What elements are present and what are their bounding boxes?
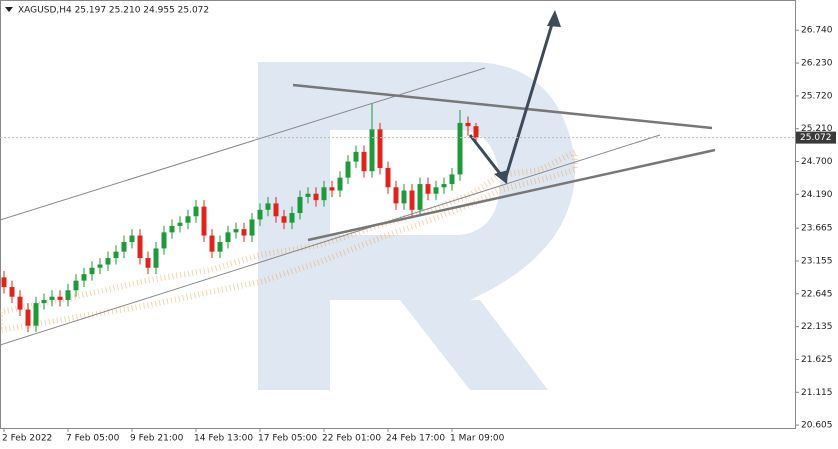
candle-body <box>465 122 471 127</box>
y-tick-label: 25.720 <box>801 91 833 101</box>
x-tick-label: 2 Feb 2022 <box>2 434 52 444</box>
candle-body <box>129 235 135 242</box>
candle-body <box>257 209 263 220</box>
channel-lower <box>0 134 661 346</box>
y-tick-label: 22.645 <box>801 289 833 299</box>
y-tick-label: 22.135 <box>801 322 833 332</box>
x-tick-label: 17 Feb 05:00 <box>258 434 317 444</box>
x-tick-label: 24 Feb 17:00 <box>386 434 445 444</box>
chart-title: XAGUSD,H4 25.197 25.210 24.955 25.072 <box>18 6 209 16</box>
candle-body <box>201 206 207 236</box>
candle-body <box>385 167 391 188</box>
y-tick-label: 21.115 <box>801 388 833 398</box>
candle-body <box>81 274 87 281</box>
candle-body <box>473 126 479 138</box>
candle-body <box>289 213 295 223</box>
candle-body <box>65 290 71 300</box>
x-tick-label: 22 Feb 01:00 <box>322 434 381 444</box>
candle-body <box>401 190 407 204</box>
y-tick-label: 24.190 <box>801 190 833 200</box>
candle-body <box>313 193 319 201</box>
y-tick-label: 23.155 <box>801 256 833 266</box>
candle-body <box>121 241 127 252</box>
y-tick-label: 20.605 <box>801 421 833 431</box>
candle-body <box>449 174 455 185</box>
arrow-head <box>494 170 508 184</box>
candle-body <box>169 225 175 233</box>
candle-body <box>361 151 367 172</box>
candle-body <box>425 184 431 194</box>
watermark-logo <box>258 62 576 390</box>
candle-body <box>417 184 423 210</box>
candle-body <box>217 241 223 252</box>
menu-icon <box>5 7 13 12</box>
candle-body <box>369 129 375 172</box>
candle-body <box>241 229 247 236</box>
candle-body <box>193 206 199 217</box>
candle-body <box>209 235 215 252</box>
current-price-box <box>796 131 836 144</box>
candle-body <box>145 258 151 268</box>
candle-body <box>97 264 103 268</box>
x-tick-label: 14 Feb 13:00 <box>194 434 253 444</box>
x-tick-label: 1 Mar 09:00 <box>450 434 505 444</box>
candle-body <box>249 219 255 236</box>
resistance-line <box>292 83 713 130</box>
candle-body <box>41 299 47 304</box>
candle-body <box>329 187 335 191</box>
current-price-label: 25.072 <box>800 133 832 143</box>
candle-body <box>137 235 143 259</box>
y-tick-label: 26.230 <box>801 59 833 69</box>
candle-body <box>25 309 31 326</box>
y-tick-label: 23.665 <box>801 224 833 234</box>
candle-body <box>457 122 463 175</box>
candle-body <box>113 251 119 259</box>
x-tick-label: 7 Feb 05:00 <box>66 434 120 444</box>
candle-body <box>89 267 95 275</box>
x-tick-label: 9 Feb 21:00 <box>130 434 184 444</box>
y-tick-label: 26.740 <box>801 26 833 36</box>
candle-body <box>49 296 55 300</box>
channel-upper <box>0 67 486 221</box>
candle-body <box>305 193 311 197</box>
candle-body <box>433 187 439 194</box>
candle-body <box>345 161 351 178</box>
candle-body <box>185 216 191 223</box>
y-tick-label: 21.625 <box>801 355 833 365</box>
candle-body <box>441 184 447 188</box>
candle-body <box>321 187 327 201</box>
candle-body <box>177 222 183 226</box>
candle-body <box>353 151 359 162</box>
candle-body <box>265 203 271 210</box>
candle-body <box>73 280 79 291</box>
candle-body <box>377 129 383 168</box>
candle-body <box>153 248 159 268</box>
candle-body <box>409 190 415 210</box>
candle-body <box>297 196 303 214</box>
candle-body <box>393 187 399 204</box>
candle-body <box>273 203 279 217</box>
candle-body <box>233 229 239 233</box>
support-line <box>307 148 716 242</box>
candle-body <box>17 296 23 310</box>
candle-body <box>9 287 15 297</box>
candle-body <box>57 296 63 300</box>
candle-body <box>225 232 231 242</box>
candle-body <box>33 303 39 326</box>
candle-body <box>105 258 111 265</box>
candle-body <box>281 216 287 223</box>
candle-body <box>161 232 167 249</box>
y-tick-label: 24.700 <box>801 157 833 167</box>
candle-body <box>337 177 343 191</box>
arrow-head <box>547 10 561 27</box>
y-tick-label: 25.210 <box>801 124 833 134</box>
candle-body <box>1 277 7 288</box>
